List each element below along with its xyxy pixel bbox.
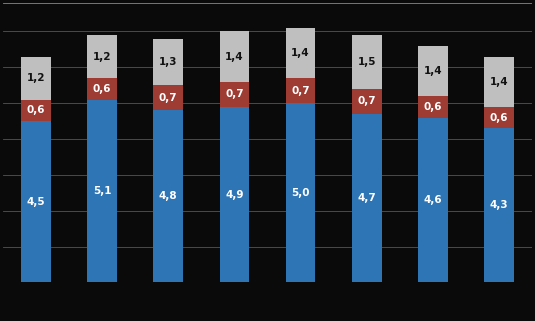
Text: 4,7: 4,7: [357, 193, 376, 203]
Text: 4,3: 4,3: [490, 200, 508, 210]
Bar: [87, 78, 117, 100]
Bar: [418, 46, 448, 96]
Bar: [286, 103, 316, 282]
Bar: [154, 39, 183, 85]
Bar: [352, 89, 381, 114]
Text: 1,4: 1,4: [490, 77, 508, 87]
Text: 0,7: 0,7: [357, 96, 376, 106]
Bar: [154, 110, 183, 282]
Text: 0,7: 0,7: [291, 86, 310, 96]
Bar: [352, 114, 381, 282]
Bar: [154, 85, 183, 110]
Bar: [219, 82, 249, 107]
Text: 1,2: 1,2: [93, 52, 111, 62]
Text: 4,9: 4,9: [225, 190, 243, 200]
Bar: [286, 78, 316, 103]
Text: 0,7: 0,7: [225, 89, 244, 99]
Text: 4,5: 4,5: [27, 197, 45, 207]
Text: 5,1: 5,1: [93, 186, 111, 196]
Text: 1,4: 1,4: [225, 52, 244, 62]
Text: 0,7: 0,7: [159, 93, 178, 103]
Bar: [219, 31, 249, 82]
Text: 0,6: 0,6: [93, 84, 111, 94]
Bar: [21, 56, 51, 100]
Bar: [286, 28, 316, 78]
Text: 1,2: 1,2: [27, 73, 45, 83]
Bar: [352, 35, 381, 89]
Text: 5,0: 5,0: [292, 188, 310, 198]
Text: 1,4: 1,4: [291, 48, 310, 58]
Text: 4,8: 4,8: [159, 191, 178, 201]
Text: 0,6: 0,6: [27, 105, 45, 115]
Text: 0,6: 0,6: [424, 102, 442, 112]
Text: 4,6: 4,6: [424, 195, 442, 205]
Text: 1,3: 1,3: [159, 57, 178, 67]
Text: 1,4: 1,4: [424, 66, 442, 76]
Bar: [418, 96, 448, 117]
Bar: [21, 121, 51, 282]
Text: 1,5: 1,5: [357, 57, 376, 67]
Bar: [418, 117, 448, 282]
Bar: [87, 35, 117, 78]
Bar: [87, 100, 117, 282]
Bar: [21, 100, 51, 121]
Text: 0,6: 0,6: [490, 113, 508, 123]
Bar: [484, 56, 514, 107]
Bar: [484, 128, 514, 282]
Bar: [219, 107, 249, 282]
Bar: [484, 107, 514, 128]
